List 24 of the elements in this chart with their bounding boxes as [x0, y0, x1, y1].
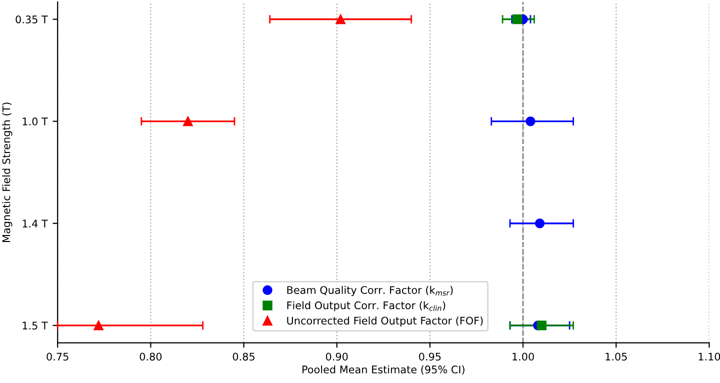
point: [336, 14, 346, 24]
legend-label: Beam Quality Corr. Factor (k$_{msr}$): [287, 286, 453, 296]
x-tick-label: 1.05: [606, 352, 627, 361]
point: [94, 320, 104, 330]
x-axis-title: Pooled Mean Estimate (95% CI): [302, 365, 464, 375]
y-tick-label: 1.4 T: [22, 220, 48, 228]
y-tick-label: 1.5 T: [22, 322, 48, 330]
point: [183, 116, 193, 126]
x-tick-label: 0.75: [46, 352, 68, 361]
x-tick-label: 0.80: [140, 352, 162, 361]
x-tick-label: 0.90: [326, 352, 348, 361]
point: [536, 320, 547, 330]
x-tick-label: 0.95: [419, 352, 441, 361]
point: [512, 14, 522, 24]
x-tick-label: 0.85: [232, 352, 254, 361]
point: [534, 218, 545, 228]
legend-label: Field Output Corr. Factor (k$_{clin}$): [287, 301, 446, 312]
legend-label: Uncorrected Field Output Factor (FOF): [287, 316, 483, 327]
y-axis-title: Magnetic Field Strength (T): [2, 102, 12, 242]
y-tick-label: 0.35 T: [16, 15, 48, 24]
x-tick-label: 1.00: [512, 352, 534, 361]
x-tick-label: 1.10: [698, 352, 720, 361]
point: [526, 116, 536, 126]
y-tick-label: 1.0 T: [22, 118, 48, 126]
